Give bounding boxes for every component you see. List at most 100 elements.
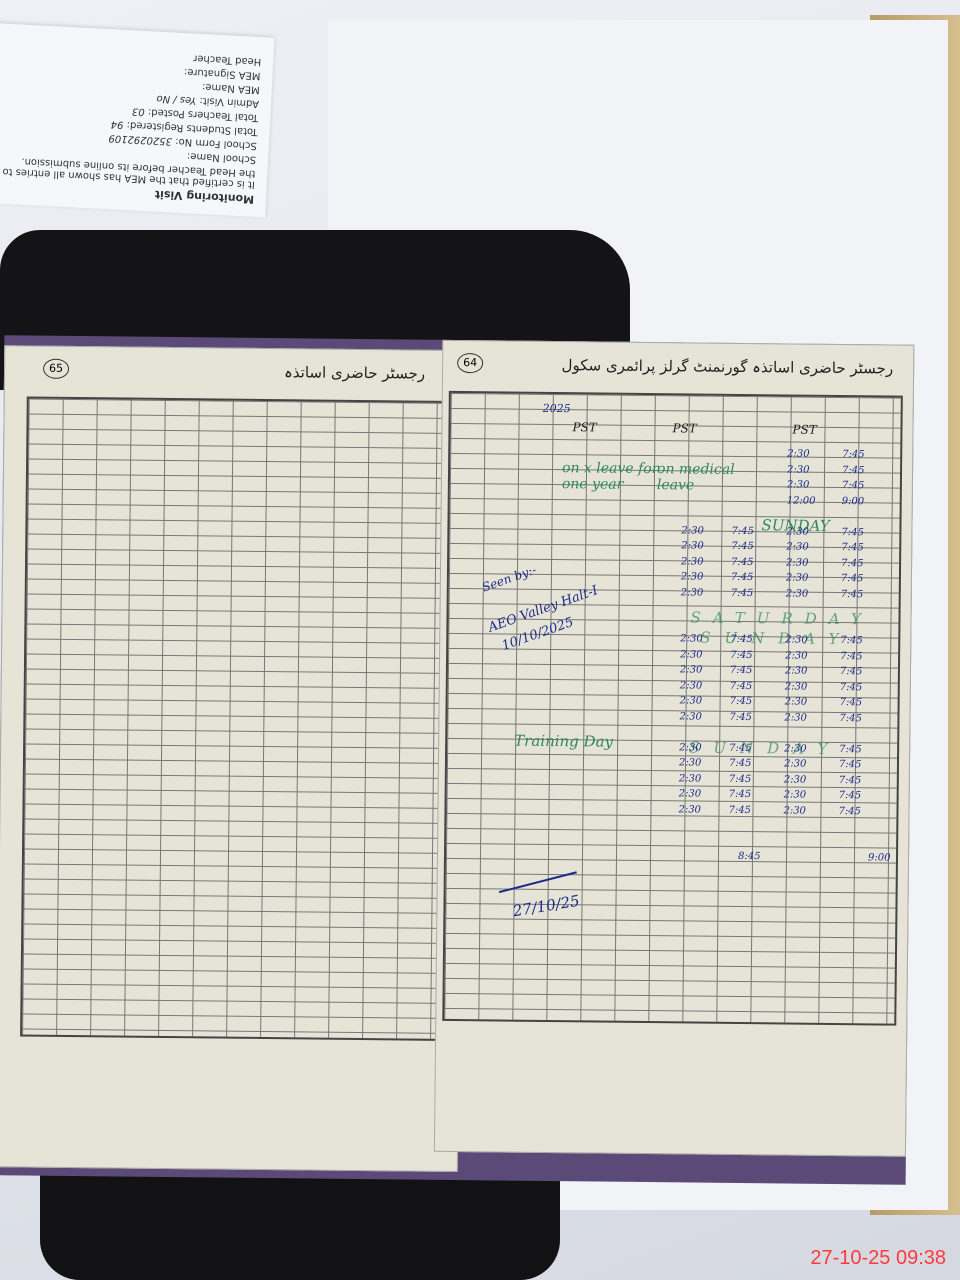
time-entry: 7:45 (729, 680, 753, 692)
medical-leave-note: on medical leave (656, 461, 735, 494)
time-entry: 7:45 (729, 695, 753, 708)
time-entry: 2:30 (678, 772, 702, 785)
slip-field-label: MEA Signature: (183, 66, 261, 82)
year: 2025 (542, 401, 571, 416)
time-entry: 2:30 (786, 556, 809, 569)
time-entry: 7:45 (840, 635, 863, 647)
time-entry: 2:30 (787, 463, 810, 476)
time-entry: 2:30 (681, 524, 704, 537)
sunday-note: SUNDAY (689, 738, 842, 759)
page-title: رجسٹر حاضری اساتذہ گورنمنٹ گرلز پرائمری … (561, 356, 894, 378)
time-entry: 2:30 (784, 665, 808, 677)
monitoring-visit-slip: Monitoring Visit It is certified that th… (0, 22, 275, 218)
time-entry: 2:30 (785, 634, 808, 646)
time-entry: 7:45 (841, 526, 864, 538)
page-title: رجسٹر حاضری اساتذہ (283, 363, 426, 383)
photo-timestamp: 27-10-25 09:38 (810, 1247, 946, 1269)
training-day-note: Training Day (514, 731, 614, 751)
left-page: 65 رجسٹر حاضری اساتذہ (0, 345, 467, 1173)
time-entry: 2:30 (783, 773, 807, 786)
time-entry: 2:30 (785, 587, 809, 600)
slip-field-label: Head Teacher (192, 52, 262, 68)
time-entry: 2:30 (784, 711, 807, 724)
time-entry: 2:30 (679, 679, 703, 692)
time-entry: 7:45 (840, 588, 864, 600)
page-number: 65 (42, 358, 70, 379)
time-entry: 2:30 (681, 540, 704, 552)
time-entry: 7:45 (731, 556, 754, 568)
time-entry: 2:30 (679, 741, 702, 754)
time-entry: 2:30 (678, 788, 702, 800)
time-entry: 2:30 (783, 758, 807, 770)
time-entry: 2:30 (785, 649, 808, 662)
time-entry: 2:30 (784, 742, 807, 755)
time-entry: 7:45 (730, 633, 753, 646)
time-entry: 7:45 (729, 664, 753, 677)
time-entry: 2:30 (679, 664, 703, 676)
designation: PST (792, 422, 817, 437)
time-entry: 2:30 (680, 633, 703, 645)
slip-field-label: School Form No: (174, 135, 258, 151)
time-entry: 7:45 (730, 649, 753, 661)
time-entry: 7:45 (839, 743, 862, 755)
time-entry: 7:45 (839, 697, 863, 709)
time-entry: 7:45 (840, 573, 864, 585)
slip-field-label: Admin Visit: (199, 94, 260, 109)
time-entry: 7:45 (731, 540, 754, 553)
attendance-grid (20, 396, 455, 1041)
time-entry: 7:45 (839, 666, 863, 678)
time-entry: 2:30 (680, 571, 704, 583)
time-entry: 7:45 (729, 711, 752, 723)
time-entry: 9:00 (841, 495, 865, 507)
slip-field-value: 3520292109 (108, 132, 173, 147)
time-entry: 2:30 (786, 525, 809, 538)
time-entry: 7:45 (841, 542, 864, 554)
time-entry: 8:45 (737, 850, 761, 863)
time-entry: 7:45 (842, 449, 865, 461)
sunday-note: SUNDAY (700, 628, 853, 649)
time-entry: 7:45 (838, 774, 862, 786)
time-entry: 7:45 (838, 790, 862, 802)
time-entry: 7:45 (839, 712, 862, 724)
time-entry: 2:30 (786, 541, 809, 553)
time-entry: 12:00 (786, 494, 816, 507)
time-entry: 2:30 (787, 448, 810, 460)
slip-field-label: MEA Name: (201, 80, 261, 96)
time-entry: 7:45 (840, 650, 863, 662)
time-entry: 7:45 (728, 788, 752, 801)
time-entry: 2:30 (679, 710, 702, 723)
time-entry: 2:30 (678, 803, 702, 816)
time-entry: 7:45 (842, 464, 865, 476)
designation: PST (572, 420, 597, 435)
time-entry: 7:45 (838, 759, 862, 771)
right-page: 64 رجسٹر حاضری اساتذہ گورنمنٹ گرلز پرائم… (433, 339, 915, 1157)
time-entry: 2:30 (678, 757, 702, 769)
page-number: 64 (457, 353, 484, 374)
time-entry: 2:30 (784, 696, 808, 708)
designation: PST (672, 421, 697, 436)
time-entry: 2:30 (680, 586, 704, 599)
time-entry: 7:45 (839, 681, 863, 693)
time-entry: 2:30 (679, 695, 703, 707)
time-entry: 7:45 (731, 525, 754, 537)
time-entry: 7:45 (728, 757, 752, 770)
time-entry: 2:30 (681, 555, 704, 568)
time-entry: 2:30 (680, 648, 703, 661)
time-entry: 2:30 (785, 572, 809, 584)
leave-note: on x leave for one year (561, 460, 659, 493)
slip-field-label: School Name: (186, 150, 257, 165)
time-entry: 2:30 (786, 479, 810, 491)
time-entry: 7:45 (729, 742, 752, 754)
saturday-note: SATURDAY (690, 608, 873, 629)
time-entry: 7:45 (838, 805, 862, 817)
slip-field-value: 03 (131, 105, 146, 118)
time-entry: 7:45 (728, 773, 752, 785)
time-entry: 7:45 (728, 804, 752, 816)
time-entry: 7:45 (841, 480, 865, 492)
slip-field-value: Yes / No (156, 92, 197, 106)
attendance-register: 65 رجسٹر حاضری اساتذہ 64 رجسٹر حاضری اسا… (0, 335, 915, 1185)
time-entry: 7:45 (730, 571, 754, 584)
time-entry: 7:45 (730, 587, 754, 599)
time-entry: 2:30 (784, 680, 808, 693)
time-entry: 9:00 (867, 852, 891, 864)
